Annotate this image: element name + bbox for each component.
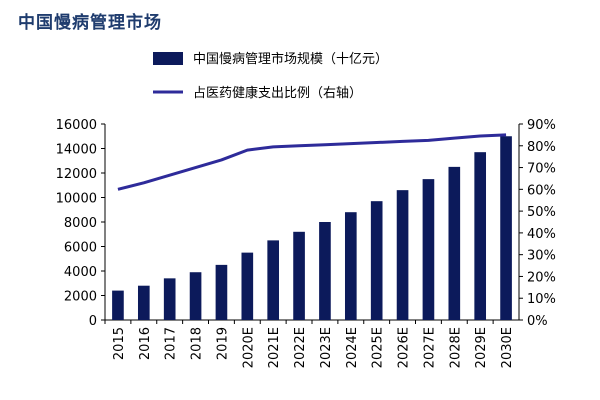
bar	[474, 152, 487, 320]
x-tick-label: 2030E	[500, 327, 515, 368]
right-tick-label: 80%	[527, 140, 556, 155]
right-tick-label: 0%	[527, 314, 548, 329]
legend-bar-label: 中国慢病管理市场规模（十亿元）	[193, 51, 388, 67]
bar	[422, 179, 435, 320]
page-title: 中国慢病管理市场	[18, 13, 162, 33]
left-tick-label: 8000	[64, 216, 97, 231]
left-tick-label: 10000	[56, 192, 97, 207]
left-tick-label: 0	[89, 314, 97, 329]
legend-bar-swatch	[153, 52, 183, 65]
x-tick-label: 2022E	[293, 327, 308, 368]
bar	[137, 285, 150, 320]
legend-line-label: 占医药健康支出比例（右轴）	[193, 85, 362, 101]
right-tick-label: 40%	[527, 227, 556, 242]
bar	[293, 231, 305, 320]
bar	[112, 290, 124, 320]
bar	[370, 201, 383, 320]
left-tick-label: 4000	[64, 265, 97, 280]
bar	[215, 264, 228, 320]
x-tick-label: 2016	[138, 327, 153, 360]
bar	[241, 252, 254, 320]
bar	[189, 272, 202, 320]
bar	[448, 166, 461, 320]
right-tick-label: 10%	[527, 292, 556, 307]
bar	[319, 222, 331, 320]
x-tick-label: 2015	[112, 327, 127, 360]
x-tick-label: 2027E	[422, 327, 437, 368]
right-tick-label: 90%	[527, 118, 556, 133]
right-tick-label: 20%	[527, 270, 556, 285]
left-tick-label: 2000	[64, 290, 97, 305]
right-tick-label: 30%	[527, 249, 556, 264]
bar	[163, 278, 176, 320]
x-tick-label: 2025E	[371, 327, 386, 368]
bar	[396, 190, 409, 320]
right-tick-label: 60%	[527, 183, 556, 198]
x-tick-label: 2026E	[397, 327, 412, 368]
x-tick-label: 2017	[164, 327, 179, 360]
ratio-line	[117, 133, 507, 191]
x-tick-label: 2024E	[345, 327, 360, 368]
right-tick-label: 70%	[527, 162, 556, 177]
right-tick-label: 50%	[527, 205, 556, 220]
x-tick-label: 2028E	[448, 327, 463, 368]
x-tick-label: 2018	[190, 327, 205, 360]
left-tick-label: 6000	[64, 241, 97, 256]
x-tick-label: 2029E	[474, 327, 489, 368]
x-tick-label: 2020E	[241, 327, 256, 368]
left-tick-label: 16000	[56, 118, 97, 133]
x-tick-label: 2019	[215, 327, 230, 360]
x-tick-label: 2023E	[319, 327, 334, 368]
bar	[344, 212, 357, 320]
bar	[267, 240, 280, 320]
x-tick-label: 2021E	[267, 327, 282, 368]
bar	[500, 136, 512, 320]
left-tick-label: 14000	[56, 143, 97, 158]
left-tick-label: 12000	[56, 167, 97, 182]
